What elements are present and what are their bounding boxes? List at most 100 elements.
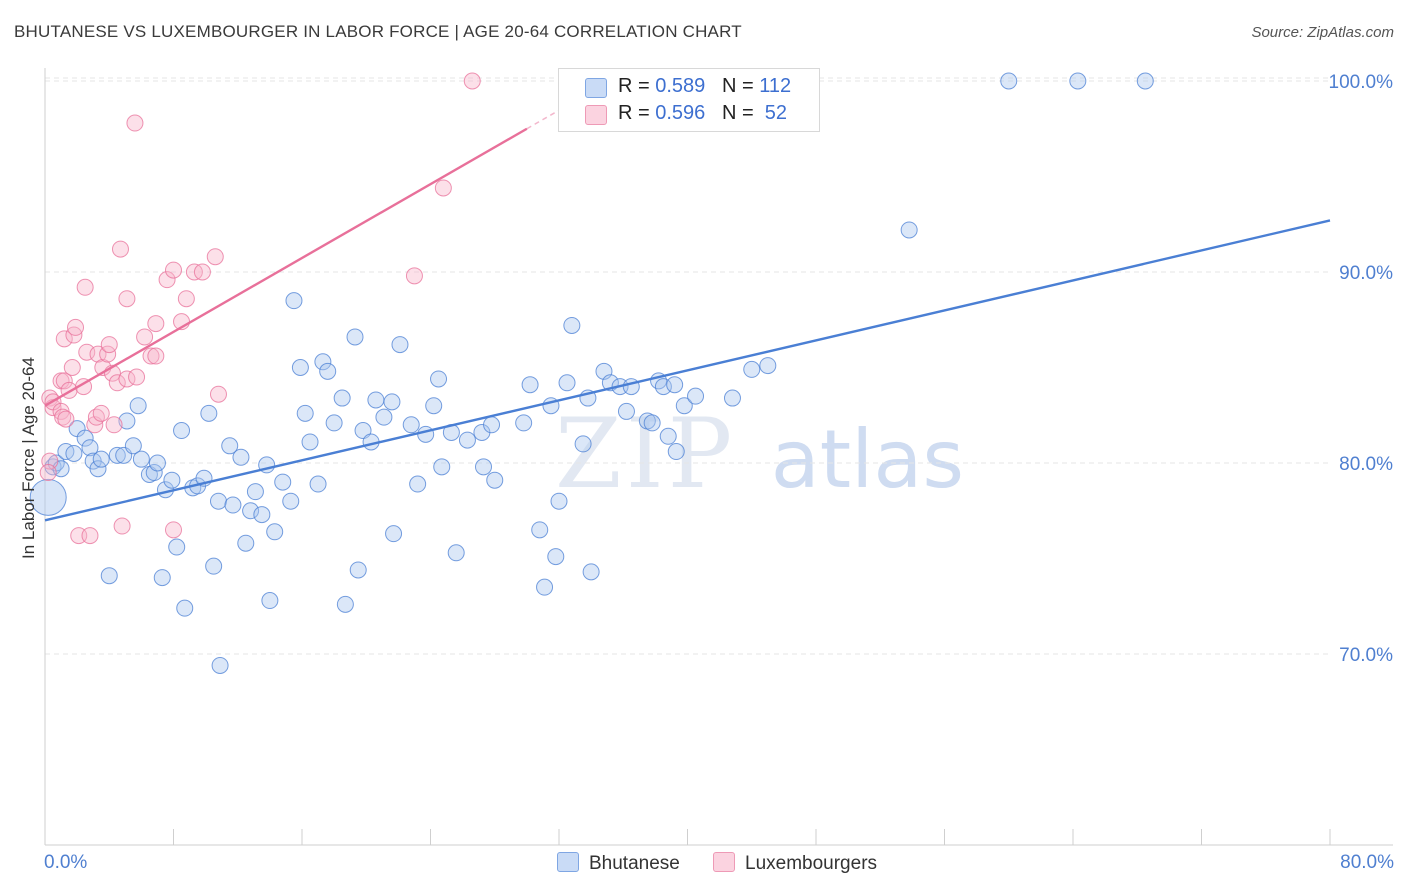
- point-bhutanese: [246, 483, 264, 501]
- point-bhutanese: [550, 492, 568, 510]
- point-bhutanese: [367, 391, 385, 409]
- point-bhutanese: [232, 448, 250, 466]
- point-bhutanese: [521, 376, 539, 394]
- legend-n-value: 112: [759, 75, 792, 97]
- point-bhutanese: [89, 460, 107, 478]
- trend-line-luxembourgers: [44, 127, 528, 407]
- point-bhutanese: [253, 506, 271, 524]
- point-bhutanese: [145, 464, 163, 482]
- correlation-legend: R = 0.589 N = 112 R = 0.596 N = 52: [558, 68, 820, 132]
- point-bhutanese: [375, 408, 393, 426]
- point-luxembourgers: [100, 336, 118, 354]
- point-bhutanese: [391, 336, 409, 354]
- y-tick-label: 70.0%: [1339, 645, 1393, 666]
- point-luxembourgers: [147, 315, 165, 333]
- bottom-legend-label-luxembourgers: Luxembourgers: [745, 853, 878, 874]
- point-bhutanese: [675, 397, 693, 415]
- point-bhutanese: [1136, 72, 1154, 90]
- point-bhutanese: [667, 443, 685, 461]
- point-luxembourgers: [89, 345, 107, 363]
- legend-n-label: N =: [721, 75, 760, 97]
- point-luxembourgers: [405, 267, 423, 285]
- point-bhutanese: [282, 492, 300, 510]
- point-bhutanese: [723, 389, 741, 407]
- chart-title: BHUTANESE VS LUXEMBOURGER IN LABOR FORCE…: [14, 22, 742, 41]
- point-luxembourgers: [105, 416, 123, 434]
- point-bhutanese: [274, 473, 292, 491]
- legend-r-label: R =: [618, 75, 656, 97]
- point-bhutanese: [237, 534, 255, 552]
- point-luxembourgers: [57, 410, 75, 428]
- trend-line-bhutanese: [44, 219, 1331, 522]
- watermark-atlas: atlas: [770, 413, 965, 506]
- point-luxembourgers: [39, 464, 57, 482]
- point-bhutanese: [221, 437, 239, 455]
- point-bhutanese: [29, 478, 67, 516]
- point-bhutanese: [659, 427, 677, 445]
- point-bhutanese: [173, 422, 191, 440]
- point-luxembourgers: [111, 240, 129, 258]
- point-luxembourgers: [177, 290, 195, 308]
- legend-n-value: 52: [759, 102, 788, 124]
- y-tick-label: 100.0%: [1329, 72, 1394, 93]
- point-luxembourgers: [165, 521, 182, 539]
- point-luxembourgers: [76, 278, 94, 296]
- point-bhutanese: [211, 656, 229, 674]
- point-bhutanese: [209, 492, 227, 510]
- point-bhutanese: [301, 433, 319, 451]
- point-luxembourgers: [67, 318, 85, 336]
- legend-r-value: 0.596: [655, 102, 706, 124]
- point-luxembourgers: [118, 290, 136, 308]
- point-bhutanese: [536, 578, 554, 596]
- point-bhutanese: [325, 414, 343, 432]
- legend-swatch-bhutanese: [585, 78, 607, 98]
- point-bhutanese: [336, 595, 354, 613]
- legend-swatch-luxembourgers: [585, 105, 607, 125]
- legend-r-label: R =: [618, 102, 656, 124]
- x-tick-max: 80.0%: [1340, 852, 1394, 873]
- point-bhutanese: [132, 450, 150, 468]
- point-bhutanese: [309, 475, 327, 493]
- point-bhutanese: [1000, 72, 1018, 90]
- point-luxembourgers: [209, 385, 227, 403]
- point-bhutanese: [92, 450, 110, 468]
- point-bhutanese: [129, 397, 147, 415]
- point-luxembourgers: [434, 179, 452, 197]
- point-bhutanese: [76, 429, 94, 447]
- point-bhutanese: [385, 525, 403, 543]
- x-tick-min: 0.0%: [44, 852, 88, 873]
- point-bhutanese: [425, 397, 443, 415]
- point-luxembourgers: [55, 372, 73, 390]
- point-bhutanese: [108, 446, 126, 464]
- point-bhutanese: [266, 523, 284, 541]
- point-bhutanese: [547, 548, 565, 566]
- point-bhutanese: [81, 439, 99, 457]
- bottom-legend-bhutanese: Bhutanese: [557, 852, 680, 875]
- bottom-legend-swatch-bhutanese: [557, 852, 579, 872]
- point-bhutanese: [205, 557, 223, 575]
- point-luxembourgers: [128, 368, 146, 386]
- point-bhutanese: [666, 376, 684, 394]
- bottom-legend-swatch-luxembourgers: [713, 852, 735, 872]
- point-bhutanese: [346, 328, 364, 346]
- point-luxembourgers: [108, 374, 126, 392]
- bottom-legend-luxembourgers: Luxembourgers: [713, 852, 877, 875]
- point-luxembourgers: [92, 404, 110, 422]
- point-luxembourgers: [147, 347, 165, 365]
- point-bhutanese: [176, 599, 194, 617]
- legend-n-label: N =: [721, 102, 760, 124]
- point-bhutanese: [617, 402, 635, 420]
- point-luxembourgers: [158, 271, 176, 289]
- point-bhutanese: [383, 393, 401, 411]
- point-bhutanese: [65, 444, 83, 462]
- point-bhutanese: [409, 475, 427, 493]
- point-luxembourgers: [63, 359, 81, 376]
- point-luxembourgers: [463, 72, 481, 90]
- point-bhutanese: [100, 567, 118, 585]
- point-bhutanese: [1069, 72, 1087, 90]
- y-tick-label: 80.0%: [1339, 454, 1393, 475]
- point-bhutanese: [574, 435, 592, 453]
- point-bhutanese: [900, 221, 918, 239]
- point-bhutanese: [200, 404, 218, 422]
- point-bhutanese: [118, 412, 136, 430]
